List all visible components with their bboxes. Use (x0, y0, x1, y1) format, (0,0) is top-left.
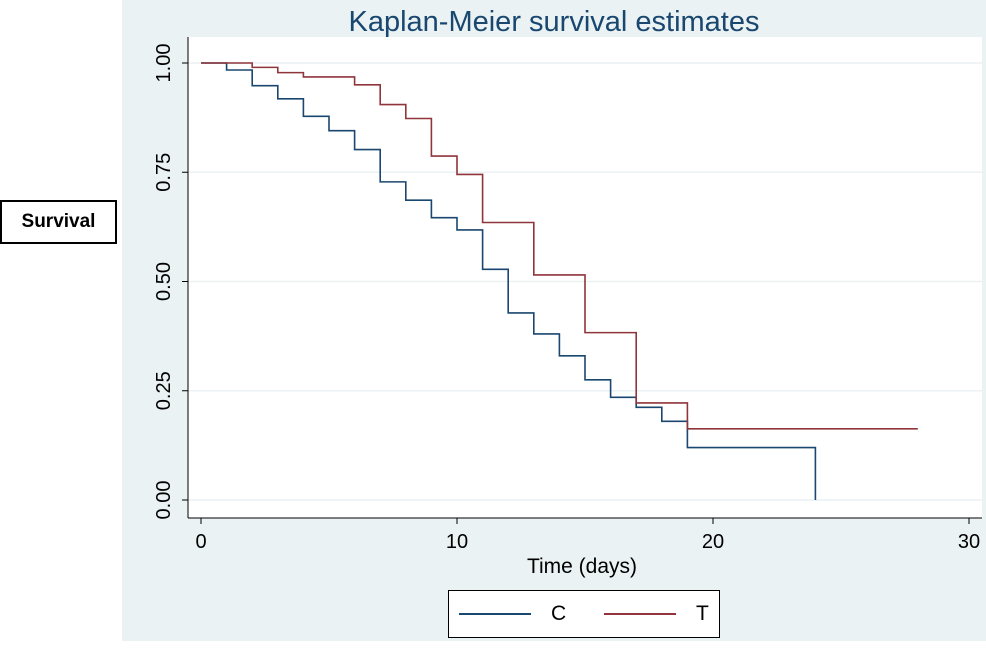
legend-label-c: C (551, 602, 567, 625)
chart-title: Kaplan-Meier survival estimates (348, 6, 760, 38)
y-axis-label-box: Survival (0, 200, 117, 244)
x-tick-label: 0 (195, 531, 206, 553)
survival-curve-t (201, 62, 918, 430)
legend-label-t: T (696, 602, 709, 625)
legend-item-t: T (604, 591, 709, 637)
x-tick-label: 10 (446, 531, 468, 553)
legend-line-c (459, 613, 531, 615)
series-lines (201, 62, 918, 500)
legend-line-t (604, 613, 676, 615)
y-tick-label: 0.50 (153, 262, 175, 301)
y-tick-label: 0.00 (153, 481, 175, 520)
legend-item-c: C (459, 591, 566, 637)
y-ticks: 0.00 0.25 0.50 0.75 1.00 (153, 44, 188, 520)
x-ticks: 0 10 20 30 (195, 518, 980, 553)
legend: C T (448, 590, 720, 638)
x-axis-title: Time (days) (527, 555, 637, 578)
x-tick-label: 20 (702, 531, 724, 553)
x-tick-label: 30 (958, 531, 980, 553)
y-tick-label: 0.75 (153, 153, 175, 192)
y-tick-label: 0.25 (153, 371, 175, 410)
axes (187, 37, 982, 519)
y-tick-label: 1.00 (153, 44, 175, 83)
